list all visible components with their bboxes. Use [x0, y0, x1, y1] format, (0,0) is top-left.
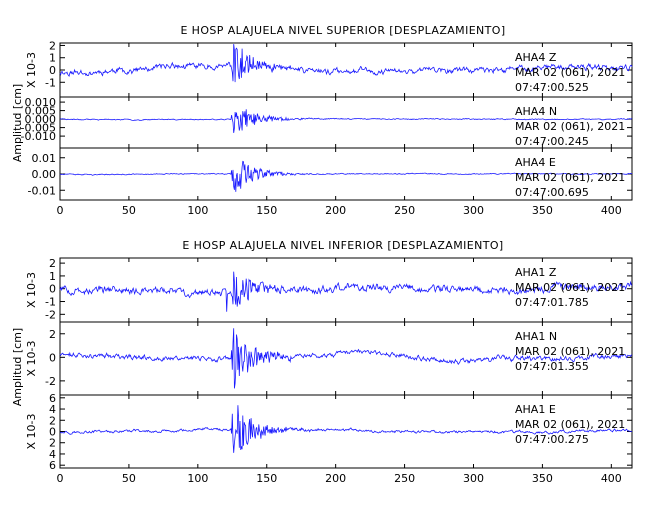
time-label: 07:47:00.695 — [515, 186, 589, 199]
x-tick-label: 150 — [256, 204, 277, 217]
y-tick-label: -1 — [45, 76, 56, 89]
time-label: 07:47:01.355 — [515, 360, 589, 373]
waveform-trace — [59, 271, 633, 312]
y-tick-label: 2 — [49, 257, 56, 270]
waveform-trace — [59, 160, 633, 192]
scale-label: X 10-3 — [25, 52, 38, 88]
y-tick-label: 0.010 — [25, 96, 57, 109]
x-tick-label: 100 — [187, 472, 208, 485]
y-tick-label: 2 — [49, 414, 56, 427]
section-title-superior: E HOSP ALAJUELA NIVEL SUPERIOR [DESPLAZA… — [180, 24, 505, 37]
y-tick-label: -0.01 — [28, 184, 56, 197]
scale-label: X 10-3 — [25, 341, 38, 377]
x-tick-label: 300 — [463, 204, 484, 217]
y-tick-label: 0 — [49, 351, 56, 364]
time-label: 07:47:01.785 — [515, 296, 589, 309]
waveform-trace — [59, 328, 633, 389]
x-tick-label: 50 — [122, 472, 136, 485]
station-label: AHA1 E — [515, 403, 556, 416]
section-inferior: E HOSP ALAJUELA NIVEL INFERIOR [DESPLAZA… — [11, 239, 503, 406]
x-tick-label: 0 — [57, 204, 64, 217]
x-tick-label: 200 — [325, 204, 346, 217]
x-tick-label: 100 — [187, 204, 208, 217]
station-label: AHA4 N — [515, 105, 557, 118]
y-tick-label: 4 — [49, 448, 56, 461]
x-tick-label: 250 — [394, 472, 415, 485]
date-label: MAR 02 (061), 2021 — [515, 66, 625, 79]
y-tick-label: 2 — [49, 328, 56, 341]
x-tick-label: 400 — [601, 472, 622, 485]
x-tick-label: 350 — [532, 204, 553, 217]
date-label: MAR 02 (061), 2021 — [515, 120, 625, 133]
y-tick-label: 0.01 — [32, 152, 57, 165]
station-label: AHA4 Z — [515, 51, 557, 64]
y-tick-label: 0.000 — [25, 113, 57, 126]
y-tick-label: 1 — [49, 52, 56, 65]
date-label: MAR 02 (061), 2021 — [515, 345, 625, 358]
waveform-trace — [59, 405, 633, 453]
time-label: 07:47:00.245 — [515, 135, 589, 148]
date-label: MAR 02 (061), 2021 — [515, 171, 625, 184]
y-tick-label: 1 — [49, 270, 56, 283]
y-tick-label: 0 — [49, 64, 56, 77]
x-tick-label: 150 — [256, 472, 277, 485]
station-label: AHA4 E — [515, 156, 556, 169]
station-label: AHA1 Z — [515, 266, 557, 279]
x-tick-label: 300 — [463, 472, 484, 485]
y-tick-label: 6 — [49, 459, 56, 472]
y-tick-label: 0 — [49, 283, 56, 296]
section-superior: E HOSP ALAJUELA NIVEL SUPERIOR [DESPLAZA… — [11, 24, 505, 162]
date-label: MAR 02 (061), 2021 — [515, 418, 625, 431]
section-title-inferior: E HOSP ALAJUELA NIVEL INFERIOR [DESPLAZA… — [182, 239, 503, 252]
panel-AHA1-N: -2 0 2 X 10-3 AHA1 N MAR 02 (061), 2021 07:47:… — [25, 321, 633, 396]
y-tick-label: 2 — [49, 437, 56, 450]
y-tick-label: -0.010 — [21, 130, 56, 143]
y-tick-label: -2 — [45, 375, 56, 388]
time-label: 07:47:00.275 — [515, 433, 589, 446]
x-tick-label: 50 — [122, 204, 136, 217]
y-tick-label: 0.00 — [32, 168, 57, 181]
y-tick-label: -2 — [45, 308, 56, 321]
y-tick-label: 0.005 — [25, 105, 57, 118]
waveform-trace — [59, 44, 633, 83]
y-tick-label: 0 — [49, 426, 56, 439]
date-label: MAR 02 (061), 2021 — [515, 281, 625, 294]
scale-label: X 10-3 — [25, 272, 38, 308]
time-label: 07:47:00.525 — [515, 81, 589, 94]
station-label: AHA1 N — [515, 330, 557, 343]
y-axis-label-superior: Amplitud [cm] — [11, 84, 24, 162]
y-tick-label: -0.005 — [21, 122, 56, 135]
scale-label: X 10-3 — [25, 414, 38, 450]
x-tick-label: 350 — [532, 472, 553, 485]
y-tick-label: 6 — [49, 392, 56, 405]
y-tick-label: 2 — [49, 39, 56, 52]
x-tick-label: 0 — [57, 472, 64, 485]
y-tick-label: 4 — [49, 403, 56, 416]
y-tick-label: -1 — [45, 296, 56, 309]
panel-AHA4-E: -0.01 0.00 0.01 AHA4 E MAR 02 (061), 2021 07:… — [28, 147, 633, 201]
y-axis-label-inferior: Amplitud [cm] — [11, 328, 24, 406]
waveform-trace — [60, 109, 633, 133]
x-tick-label: 250 — [394, 204, 415, 217]
x-tick-label: 400 — [601, 204, 622, 217]
x-tick-label: 200 — [325, 472, 346, 485]
